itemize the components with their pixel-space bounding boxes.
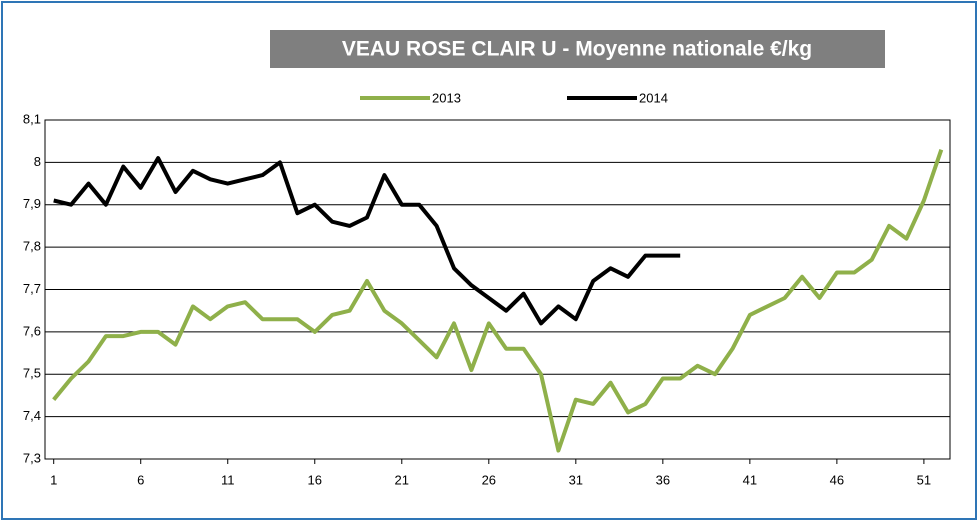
series-line	[53, 156, 681, 326]
y-tick-label: 7,4	[23, 408, 41, 423]
x-tick-label: 1	[50, 472, 57, 487]
y-tick-label: 7,3	[23, 450, 41, 465]
y-tick-label: 7,9	[23, 196, 41, 211]
x-tick-label: 21	[395, 472, 409, 487]
x-tick-label: 26	[482, 472, 496, 487]
chart-title: VEAU ROSE CLAIR U - Moyenne nationale €/…	[342, 38, 812, 61]
y-tick-label: 7,8	[23, 239, 41, 254]
plot-frame	[44, 119, 951, 460]
x-tick-label: 6	[137, 472, 144, 487]
y-tick-label: 7,6	[23, 323, 41, 338]
x-tick-label: 31	[569, 472, 583, 487]
title-box	[270, 30, 885, 68]
x-tick-label: 16	[308, 472, 322, 487]
x-tick-label: 36	[656, 472, 670, 487]
x-tick-label: 51	[917, 472, 931, 487]
x-tick-label: 46	[830, 472, 844, 487]
y-tick-label: 7,5	[23, 366, 41, 381]
y-tick-label: 7,7	[23, 281, 41, 296]
y-tick-label: 8,1	[23, 111, 41, 126]
legend-label: 2014	[639, 90, 668, 105]
y-tick-label: 8	[34, 154, 41, 169]
x-tick-label: 41	[743, 472, 757, 487]
series-line	[52, 149, 944, 453]
x-tick-label: 11	[221, 472, 235, 487]
legend-label: 2013	[432, 90, 461, 105]
